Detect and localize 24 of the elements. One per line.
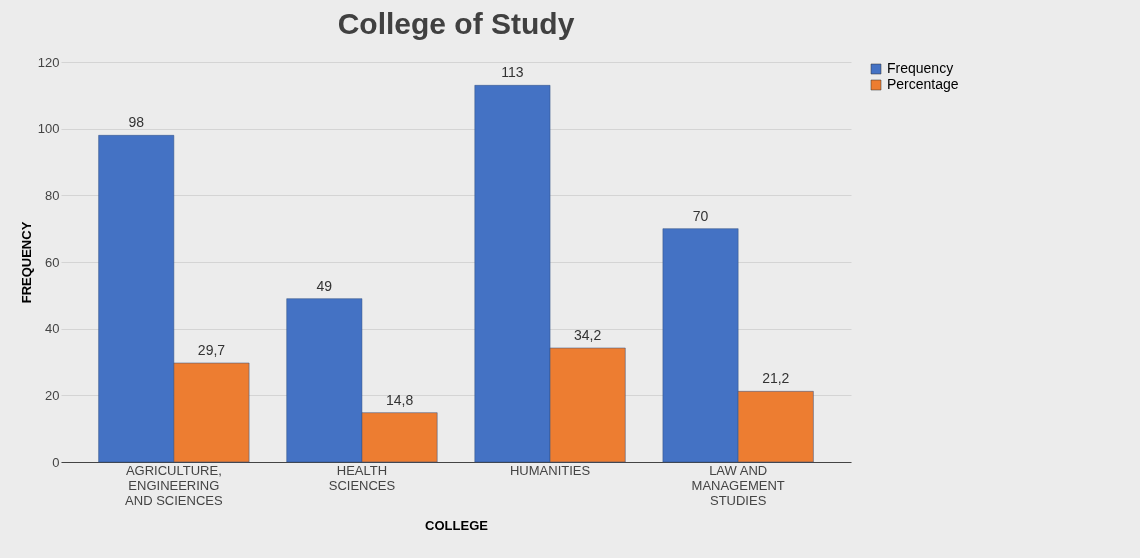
legend-label: Percentage	[887, 76, 959, 92]
y-tick-label: 40	[45, 321, 60, 337]
x-tick-label: LAW AND MANAGEMENT STUDIES	[691, 462, 785, 508]
data-label: 70	[692, 207, 709, 224]
x-tick-label: HUMANITIES	[509, 462, 591, 478]
data-label: 34,2	[574, 327, 602, 343]
x-tick-label: AGRICULTURE, ENGINEERING AND SCIENCES	[125, 462, 223, 508]
y-tick-label: 0	[52, 454, 60, 470]
data-label: 98	[128, 114, 145, 131]
y-axis-title: FREQUENCY	[18, 221, 34, 304]
data-label: 113	[501, 64, 524, 81]
y-tick-label: 120	[37, 54, 60, 70]
chart-title: College of Study	[337, 7, 575, 40]
legend-label: Frequency	[887, 60, 954, 76]
y-tick-label: 20	[45, 387, 60, 403]
y-tick-label: 80	[45, 187, 60, 203]
x-axis-title: COLLEGE	[425, 517, 489, 533]
y-tick-label: 60	[45, 254, 60, 270]
data-label: 29,7	[197, 342, 226, 358]
x-tick-label: HEALTH SCIENCES	[328, 462, 396, 493]
data-label: 49	[316, 277, 333, 294]
data-label: 14,8	[385, 391, 414, 408]
y-tick-label: 100	[37, 121, 60, 137]
data-label: 21,2	[762, 370, 790, 387]
